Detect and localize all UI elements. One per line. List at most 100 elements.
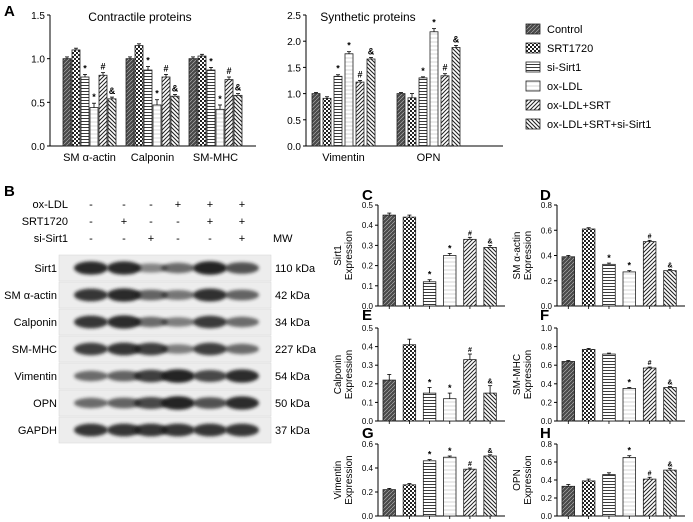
bar-1: [561, 485, 576, 517]
significance-marker: &: [667, 380, 672, 387]
panel-letter-g: G: [362, 425, 374, 442]
condition-label: ox-LDL: [33, 199, 68, 211]
bar-1-1: [62, 58, 72, 147]
bar-3: [422, 392, 437, 422]
significance-marker: &: [667, 461, 672, 468]
y-tick-label: 0.5: [362, 324, 374, 333]
bar-6: [663, 270, 677, 307]
significance-marker: *: [607, 253, 611, 263]
chart-opn-expression: 0.0 0.2 0.4 0.6 0.8 * # & OPN Expression: [512, 440, 685, 521]
bar-4-2: [152, 104, 162, 147]
x-category-label: Vimentin: [322, 152, 365, 164]
bar-2: [581, 228, 596, 307]
significance-marker: #: [648, 360, 652, 367]
y-tick-label: 0.1: [362, 398, 374, 407]
y-tick-label: 1.5: [31, 11, 45, 22]
bar-6: [483, 455, 497, 517]
y-tick-label: 1.0: [541, 324, 553, 333]
y-tick-label: 0.5: [31, 98, 45, 109]
y-axis-label: Sirt1: [333, 245, 344, 266]
y-tick-label: 0.0: [541, 302, 553, 311]
bar-3: [602, 353, 616, 422]
chart-title-contractile: Contractile proteins: [88, 10, 191, 24]
blot-band: [107, 315, 141, 329]
bar-6-3: [233, 94, 243, 147]
bar-3-1: [80, 76, 90, 147]
bar-3: [422, 281, 437, 307]
y-tick-label: 0.4: [362, 343, 374, 352]
y-tick-label: 0.0: [31, 142, 45, 153]
blot-band: [134, 316, 168, 328]
y-axis-label: SM α-actin: [512, 231, 523, 279]
blot-band: [107, 423, 141, 437]
chart-sm-actin-expression: 0.0 0.2 0.4 0.6 0.8 * * # & SM α-actin Expression: [512, 201, 685, 311]
bar-6: [663, 469, 677, 517]
bar-1-1: [311, 93, 321, 147]
blot-band: [134, 289, 168, 301]
y-tick-label: 0.6: [541, 458, 553, 467]
y-tick-label: 1.5: [287, 63, 301, 74]
x-category-label: SM-MHC: [193, 152, 238, 164]
blot-band: [107, 288, 141, 302]
y-tick-label: 0.6: [541, 226, 553, 235]
blot-band: [134, 397, 168, 409]
condition-label: si-Sirt1: [34, 233, 68, 245]
condition-sign: +: [207, 199, 213, 211]
condition-sign: -: [89, 199, 93, 211]
bar-2-2: [407, 97, 417, 147]
blot-band: [161, 396, 195, 410]
y-tick-label: 0.4: [541, 380, 553, 389]
significance-marker: *: [448, 446, 452, 456]
bar-6: [483, 392, 497, 422]
y-tick-label: 0.1: [362, 282, 374, 291]
blot-band: [161, 344, 195, 354]
bar-4: [622, 271, 637, 307]
blot-band: [225, 343, 259, 355]
significance-marker: *: [432, 18, 436, 28]
blot-band: [225, 262, 259, 274]
significance-marker: *: [92, 92, 96, 102]
legend-label-ox-ldl-srt-si-sirt1: ox-LDL+SRT+si-Sirt1: [547, 119, 651, 131]
y-tick-label: 0.5: [362, 201, 374, 210]
bar-2: [402, 216, 417, 307]
bar-5-1: [98, 74, 108, 147]
significance-marker: #: [226, 66, 231, 76]
bar-2: [402, 344, 417, 422]
condition-sign: -: [122, 233, 126, 245]
significance-marker: #: [648, 470, 652, 477]
significance-marker: &: [453, 34, 460, 44]
legend-label-ox-ldl-srt: ox-LDL+SRT: [547, 100, 611, 112]
condition-sign: +: [175, 199, 181, 211]
legend-swatch-ox-ldl-srt: [525, 99, 541, 111]
legend-swatch-control: [525, 23, 541, 35]
blot-band: [161, 317, 195, 327]
blot-band: [225, 369, 259, 383]
x-category-label: SM α-actin: [63, 152, 116, 164]
bar-4: [443, 456, 457, 517]
molecular-weight-label: 110 kDa: [275, 263, 316, 275]
bar-1-2: [125, 58, 135, 147]
significance-marker: *: [146, 56, 150, 66]
blot-band: [225, 396, 259, 410]
y-tick-label: 0.5: [287, 116, 301, 127]
x-category-label: Calponin: [131, 152, 174, 164]
bar-6: [483, 247, 497, 307]
x-category-label: OPN: [417, 152, 441, 164]
significance-marker: &: [667, 262, 672, 269]
blot-band: [193, 261, 227, 275]
panel-letter-b: B: [4, 183, 15, 200]
bar-3: [602, 263, 616, 307]
y-tick-label: 0.0: [362, 417, 374, 426]
bar-4-2: [429, 31, 439, 147]
significance-marker: *: [155, 89, 159, 99]
y-axis-label: Expression: [523, 350, 534, 399]
blot-band: [193, 342, 227, 356]
y-tick-label: 0.2: [362, 380, 374, 389]
bar-2-2: [134, 45, 144, 147]
y-axis-label: Expression: [523, 455, 534, 504]
bar-6-1: [366, 58, 376, 147]
bar-2: [402, 484, 417, 517]
bar-3-3: [206, 69, 216, 147]
y-tick-label: 0.2: [541, 398, 553, 407]
y-tick-label: 0.3: [362, 241, 374, 250]
